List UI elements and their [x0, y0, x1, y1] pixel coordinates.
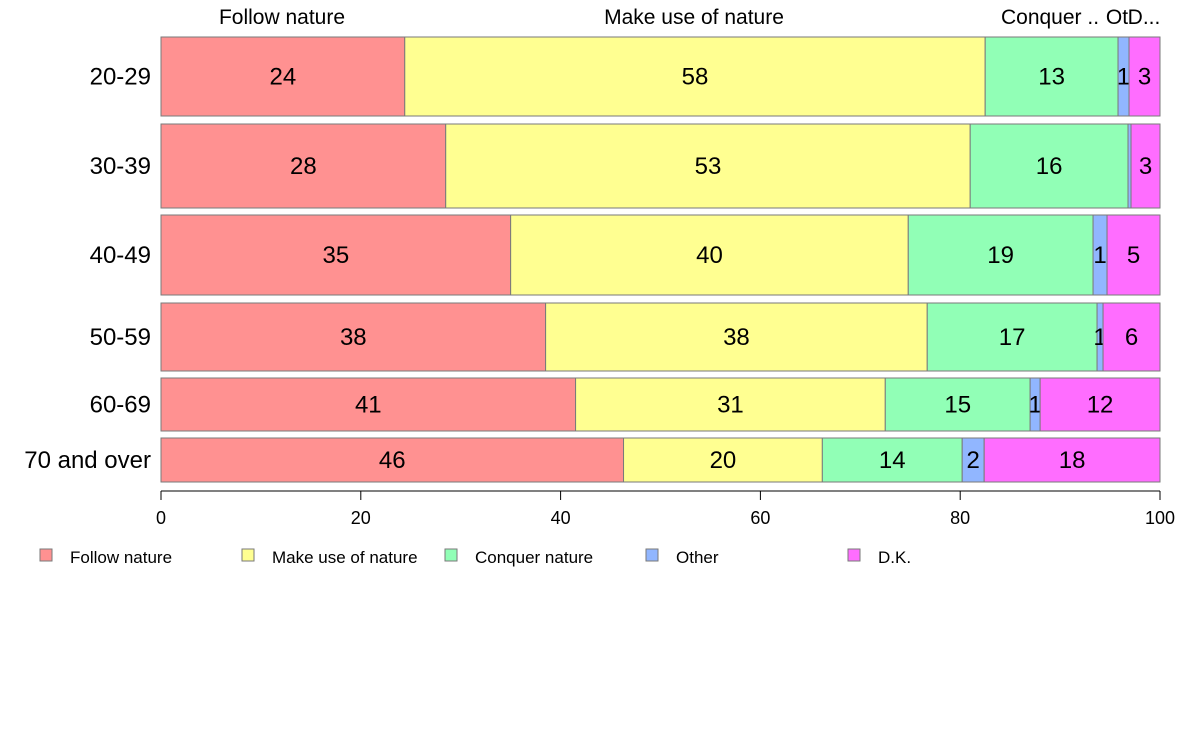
- value-label: 3: [1138, 64, 1151, 91]
- top-series-label: Ot: [1106, 6, 1128, 29]
- value-label: 1: [1117, 64, 1130, 91]
- bar-make-use-of-nature-50-59: [545, 302, 928, 372]
- bar-conquer-nature-60-69: [884, 377, 1031, 432]
- category-label: 50-59: [90, 324, 151, 351]
- bar-d-k--70-and-over: [983, 437, 1161, 483]
- bar-make-use-of-nature-60-69: [575, 377, 886, 432]
- value-label: 31: [717, 392, 744, 419]
- bar-make-use-of-nature-30-39: [445, 123, 971, 209]
- value-label: 46: [379, 447, 406, 474]
- legend-label: Follow nature: [70, 548, 172, 567]
- x-tick-label: 40: [551, 508, 571, 528]
- legend-label: Other: [676, 548, 719, 567]
- x-tick-label: 60: [750, 508, 770, 528]
- value-label: 16: [1036, 153, 1063, 180]
- bar-conquer-nature-50-59: [926, 302, 1098, 372]
- bar-make-use-of-nature-70-and-over: [623, 437, 823, 483]
- value-label: 40: [696, 242, 723, 269]
- legend-swatch: [241, 548, 255, 562]
- top-series-label: Conquer ..: [1001, 6, 1099, 29]
- value-label: 38: [723, 324, 750, 351]
- category-labels: 20-29 30-39 40-49 50-59 60-69 70 and over: [24, 64, 151, 475]
- category-label: 20-29: [90, 64, 151, 91]
- legend-item-conquer-nature: Conquer nature: [444, 548, 593, 567]
- value-label: 15: [944, 392, 971, 419]
- legend-swatch: [645, 548, 659, 562]
- value-label: 20: [710, 447, 737, 474]
- value-label: 41: [355, 392, 382, 419]
- legend-label: Make use of nature: [272, 548, 418, 567]
- value-label: 1: [1028, 392, 1041, 419]
- value-label: 38: [340, 324, 367, 351]
- value-label: 3: [1139, 153, 1152, 180]
- bar-conquer-nature-20-29: [984, 36, 1119, 117]
- bar-follow-nature-50-59: [160, 302, 547, 372]
- bar-d-k--50-59: [1102, 302, 1161, 372]
- legend: Follow nature Make use of nature Conquer n…: [39, 548, 911, 567]
- category-label: 40-49: [90, 242, 151, 269]
- bar-conquer-nature-40-49: [907, 214, 1094, 296]
- legend-label: D.K.: [878, 548, 911, 567]
- value-label: 24: [270, 64, 297, 91]
- bar-d-k--60-69: [1039, 377, 1161, 432]
- value-label: 53: [695, 153, 722, 180]
- legend-item-other: Other: [645, 548, 719, 567]
- value-label: 1: [1093, 242, 1106, 269]
- x-axis: 0 20 40 60 80 100: [156, 490, 1175, 528]
- value-label: 19: [987, 242, 1014, 269]
- legend-swatch: [39, 548, 53, 562]
- x-tick-label: 100: [1145, 508, 1175, 528]
- value-label: 18: [1059, 447, 1086, 474]
- value-label: 58: [682, 64, 709, 91]
- bar-follow-nature-40-49: [160, 214, 512, 296]
- legend-item-follow-nature: Follow nature: [39, 548, 172, 567]
- value-label: 12: [1087, 392, 1114, 419]
- value-label: 35: [322, 242, 349, 269]
- x-tick-label: 20: [351, 508, 371, 528]
- legend-label: Conquer nature: [475, 548, 593, 567]
- bar-follow-nature-20-29: [160, 36, 406, 117]
- bar-make-use-of-nature-20-29: [404, 36, 986, 117]
- top-series-label: Follow nature: [219, 6, 345, 29]
- value-label: 6: [1125, 324, 1138, 351]
- legend-item-make-use-of-nature: Make use of nature: [241, 548, 418, 567]
- category-label: 60-69: [90, 392, 151, 419]
- value-label: 14: [879, 447, 906, 474]
- bar-d-k--40-49: [1106, 214, 1161, 296]
- bar-make-use-of-nature-40-49: [510, 214, 909, 296]
- value-label: 2: [967, 447, 980, 474]
- value-label: 17: [999, 324, 1026, 351]
- x-tick-label: 80: [950, 508, 970, 528]
- bar-follow-nature-60-69: [160, 377, 577, 432]
- legend-swatch: [847, 548, 861, 562]
- x-tick-label: 0: [156, 508, 166, 528]
- legend-item-d-k-: D.K.: [847, 548, 911, 567]
- bar-follow-nature-30-39: [160, 123, 447, 209]
- category-label: 70 and over: [24, 447, 151, 474]
- top-series-labels: Follow nature Make use of nature Conquer .…: [219, 6, 1160, 29]
- category-label: 30-39: [90, 153, 151, 180]
- bars: 24 58 13 1 328 53 16 335 40 19 1 538 38 17 1 641 31 15 1 12…: [160, 36, 1161, 483]
- bar-conquer-nature-30-39: [969, 123, 1129, 209]
- value-label: 28: [290, 153, 317, 180]
- bar-d-k--20-29: [1128, 36, 1161, 117]
- legend-swatch: [444, 548, 458, 562]
- top-series-label: D...: [1128, 6, 1161, 29]
- bar-d-k--30-39: [1130, 123, 1161, 209]
- top-series-label: Make use of nature: [604, 6, 784, 29]
- value-label: 13: [1038, 64, 1065, 91]
- value-label: 5: [1127, 242, 1140, 269]
